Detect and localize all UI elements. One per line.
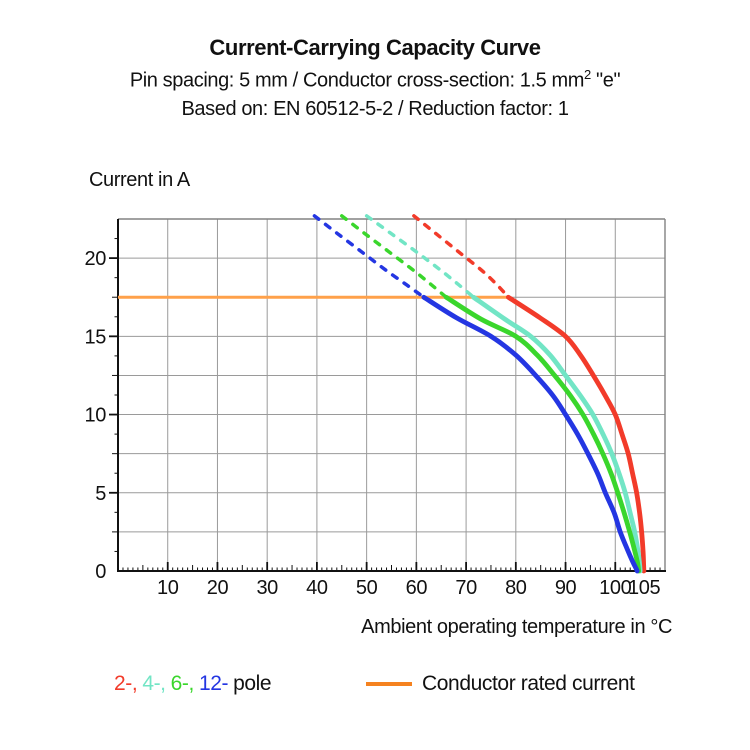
chart-header: Current-Carrying Capacity Curve Pin spac… <box>0 34 750 123</box>
x-tick-label-105: 105 <box>628 577 660 599</box>
legend-rated-current: Conductor rated current <box>366 672 635 696</box>
x-tick-label-40: 40 <box>306 577 328 599</box>
chart-title: Current-Carrying Capacity Curve <box>209 35 541 60</box>
x-tick-label-50: 50 <box>356 577 378 599</box>
y-tick-label-0: 0 <box>95 561 106 583</box>
x-axis-ticks <box>122 562 661 571</box>
y-tick-labels: 0 5 10 15 20 <box>85 248 107 583</box>
curve-6-pole <box>340 214 642 574</box>
y-tick-label-10: 10 <box>85 405 107 427</box>
x-axis-title: Ambient operating temperature in °C <box>361 616 672 638</box>
x-tick-label-70: 70 <box>455 577 477 599</box>
plot-frame <box>118 218 666 571</box>
y-axis-title: Current in A <box>89 169 190 191</box>
y-tick-label-5: 5 <box>95 483 106 505</box>
curve-12-pole <box>312 214 640 574</box>
x-tick-label-90: 90 <box>555 577 577 599</box>
y-tick-label-15: 15 <box>85 326 107 348</box>
legend-12-pole: 12- <box>198 672 229 695</box>
chart-subtitle-standard: Based on: EN 60512-5-2 / Reduction facto… <box>181 97 569 120</box>
legend-2-pole: 2-, <box>114 672 138 695</box>
superscript-2: 2 <box>584 67 591 82</box>
axes <box>117 219 666 572</box>
legend-4-pole: 4-, <box>142 672 166 695</box>
x-tick-label-80: 80 <box>505 577 527 599</box>
legend-rated-label: Conductor rated current <box>422 672 635 695</box>
x-tick-label-100: 100 <box>599 577 631 599</box>
y-tick-label-20: 20 <box>85 248 107 270</box>
x-tick-label-10: 10 <box>157 577 179 599</box>
curve-4-pole <box>364 214 643 574</box>
curve-2-pole <box>412 214 647 574</box>
y-axis-ticks <box>109 238 118 552</box>
grid-lines <box>118 219 665 571</box>
x-tick-label-60: 60 <box>406 577 428 599</box>
legend-pole-suffix: pole <box>233 672 272 695</box>
legend-6-pole: 6-, <box>170 672 195 695</box>
chart-subtitle-pin-spacing: Pin spacing: 5 mm / Conductor cross-sect… <box>129 67 621 92</box>
x-tick-label-30: 30 <box>256 577 278 599</box>
x-tick-label-20: 20 <box>207 577 229 599</box>
legend-poles: 2-, 4-, 6-, 12- pole <box>114 672 276 696</box>
rated-current-swatch <box>366 682 412 686</box>
